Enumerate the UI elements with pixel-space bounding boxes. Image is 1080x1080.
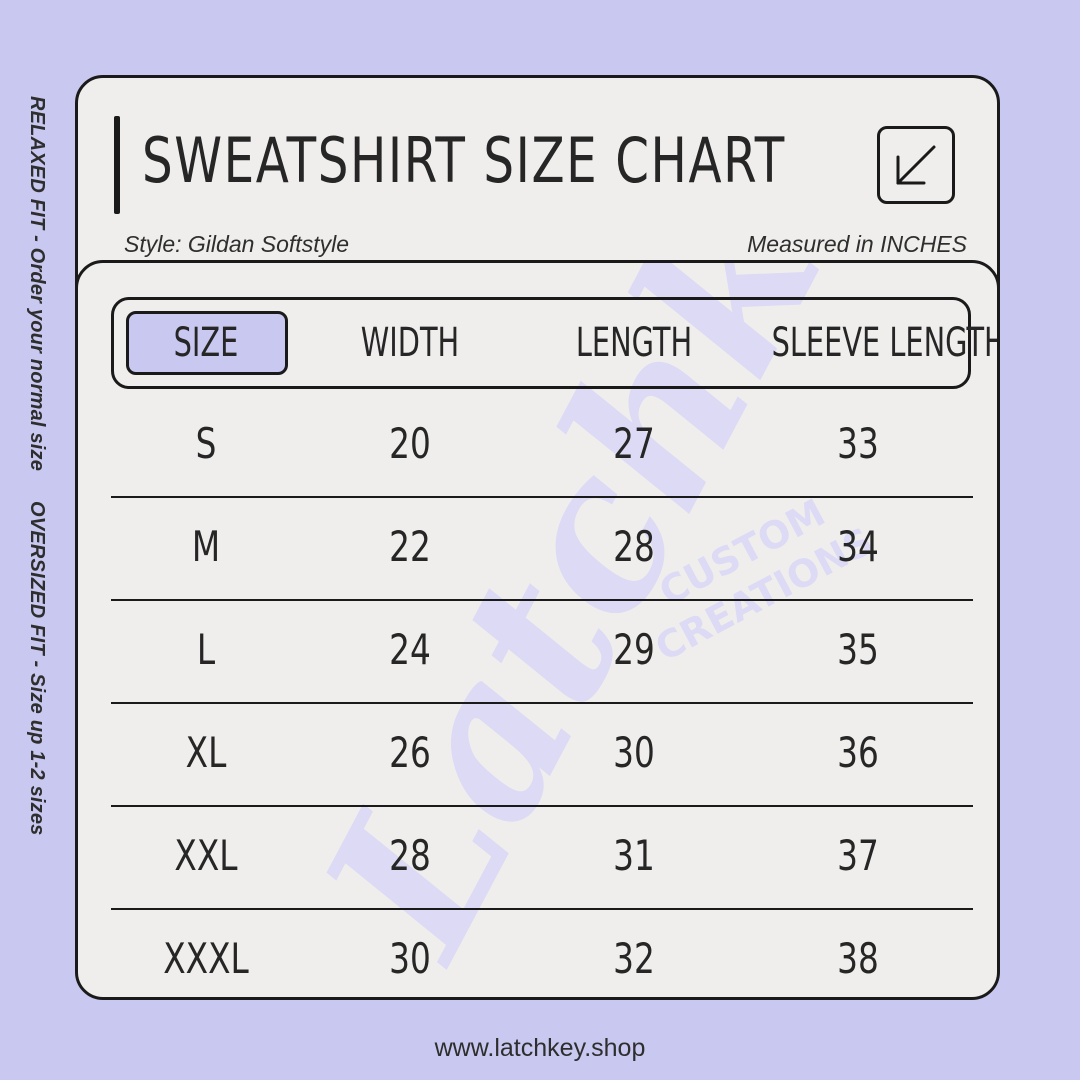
table-cell: M (191, 522, 221, 571)
row-divider (111, 599, 973, 601)
table-cell: XXXL (163, 934, 249, 983)
size-chart-card: SWEATSHIRT SIZE CHART Style: Gildan Soft… (75, 75, 1000, 1000)
relaxed-fit-note: RELAXED FIT - Order your normal size (26, 96, 48, 472)
table-cell: 20 (389, 419, 431, 468)
arrow-down-left-icon (877, 126, 955, 204)
table-cell: XL (185, 728, 227, 777)
table-cell: 28 (389, 831, 431, 880)
size-column-highlight (126, 311, 288, 375)
column-header-size: SIZE (173, 320, 239, 366)
table-cell: XXL (174, 831, 238, 880)
table-cell: 22 (389, 522, 431, 571)
row-divider (111, 496, 973, 498)
oversized-fit-note: OVERSIZED FIT - Size up 1-2 sizes (26, 501, 48, 836)
table-cell: 27 (613, 419, 655, 468)
table-cell: 37 (837, 831, 879, 880)
row-divider (111, 908, 973, 910)
website-url: www.latchkey.shop (434, 1034, 646, 1062)
table-cell: S (195, 419, 217, 468)
table-cell: 34 (837, 522, 879, 571)
size-table-card: Latchkey CUSTOM CREATIONS SIZE WIDTH LENGT… (78, 260, 1000, 997)
title-accent-bar (114, 116, 120, 214)
row-divider (111, 702, 973, 704)
table-cell: L (196, 625, 216, 674)
table-cell: 24 (389, 625, 431, 674)
table-cell: 36 (837, 728, 879, 777)
column-header-width: WIDTH (360, 320, 460, 366)
table-cell: 26 (389, 728, 431, 777)
table-cell: 35 (837, 625, 879, 674)
table-cell: 33 (837, 419, 879, 468)
fit-note: RELAXED FIT - Order your normal size OVER… (24, 96, 48, 976)
table-cell: 30 (613, 728, 655, 777)
table-cell: 29 (613, 625, 655, 674)
table-cell: 30 (389, 934, 431, 983)
column-header-length: LENGTH (575, 320, 693, 366)
table-header (111, 297, 971, 389)
table-cell: 38 (837, 934, 879, 983)
style-label: Style: Gildan Softstyle (124, 231, 349, 257)
row-divider (111, 805, 973, 807)
unit-label: Measured in INCHES (747, 231, 967, 257)
page-title: SWEATSHIRT SIZE CHART (142, 124, 786, 197)
table-cell: 28 (613, 522, 655, 571)
column-header-sleeve-length: SLEEVE LENGTH (771, 320, 1000, 366)
table-cell: 32 (613, 934, 655, 983)
table-cell: 31 (613, 831, 655, 880)
